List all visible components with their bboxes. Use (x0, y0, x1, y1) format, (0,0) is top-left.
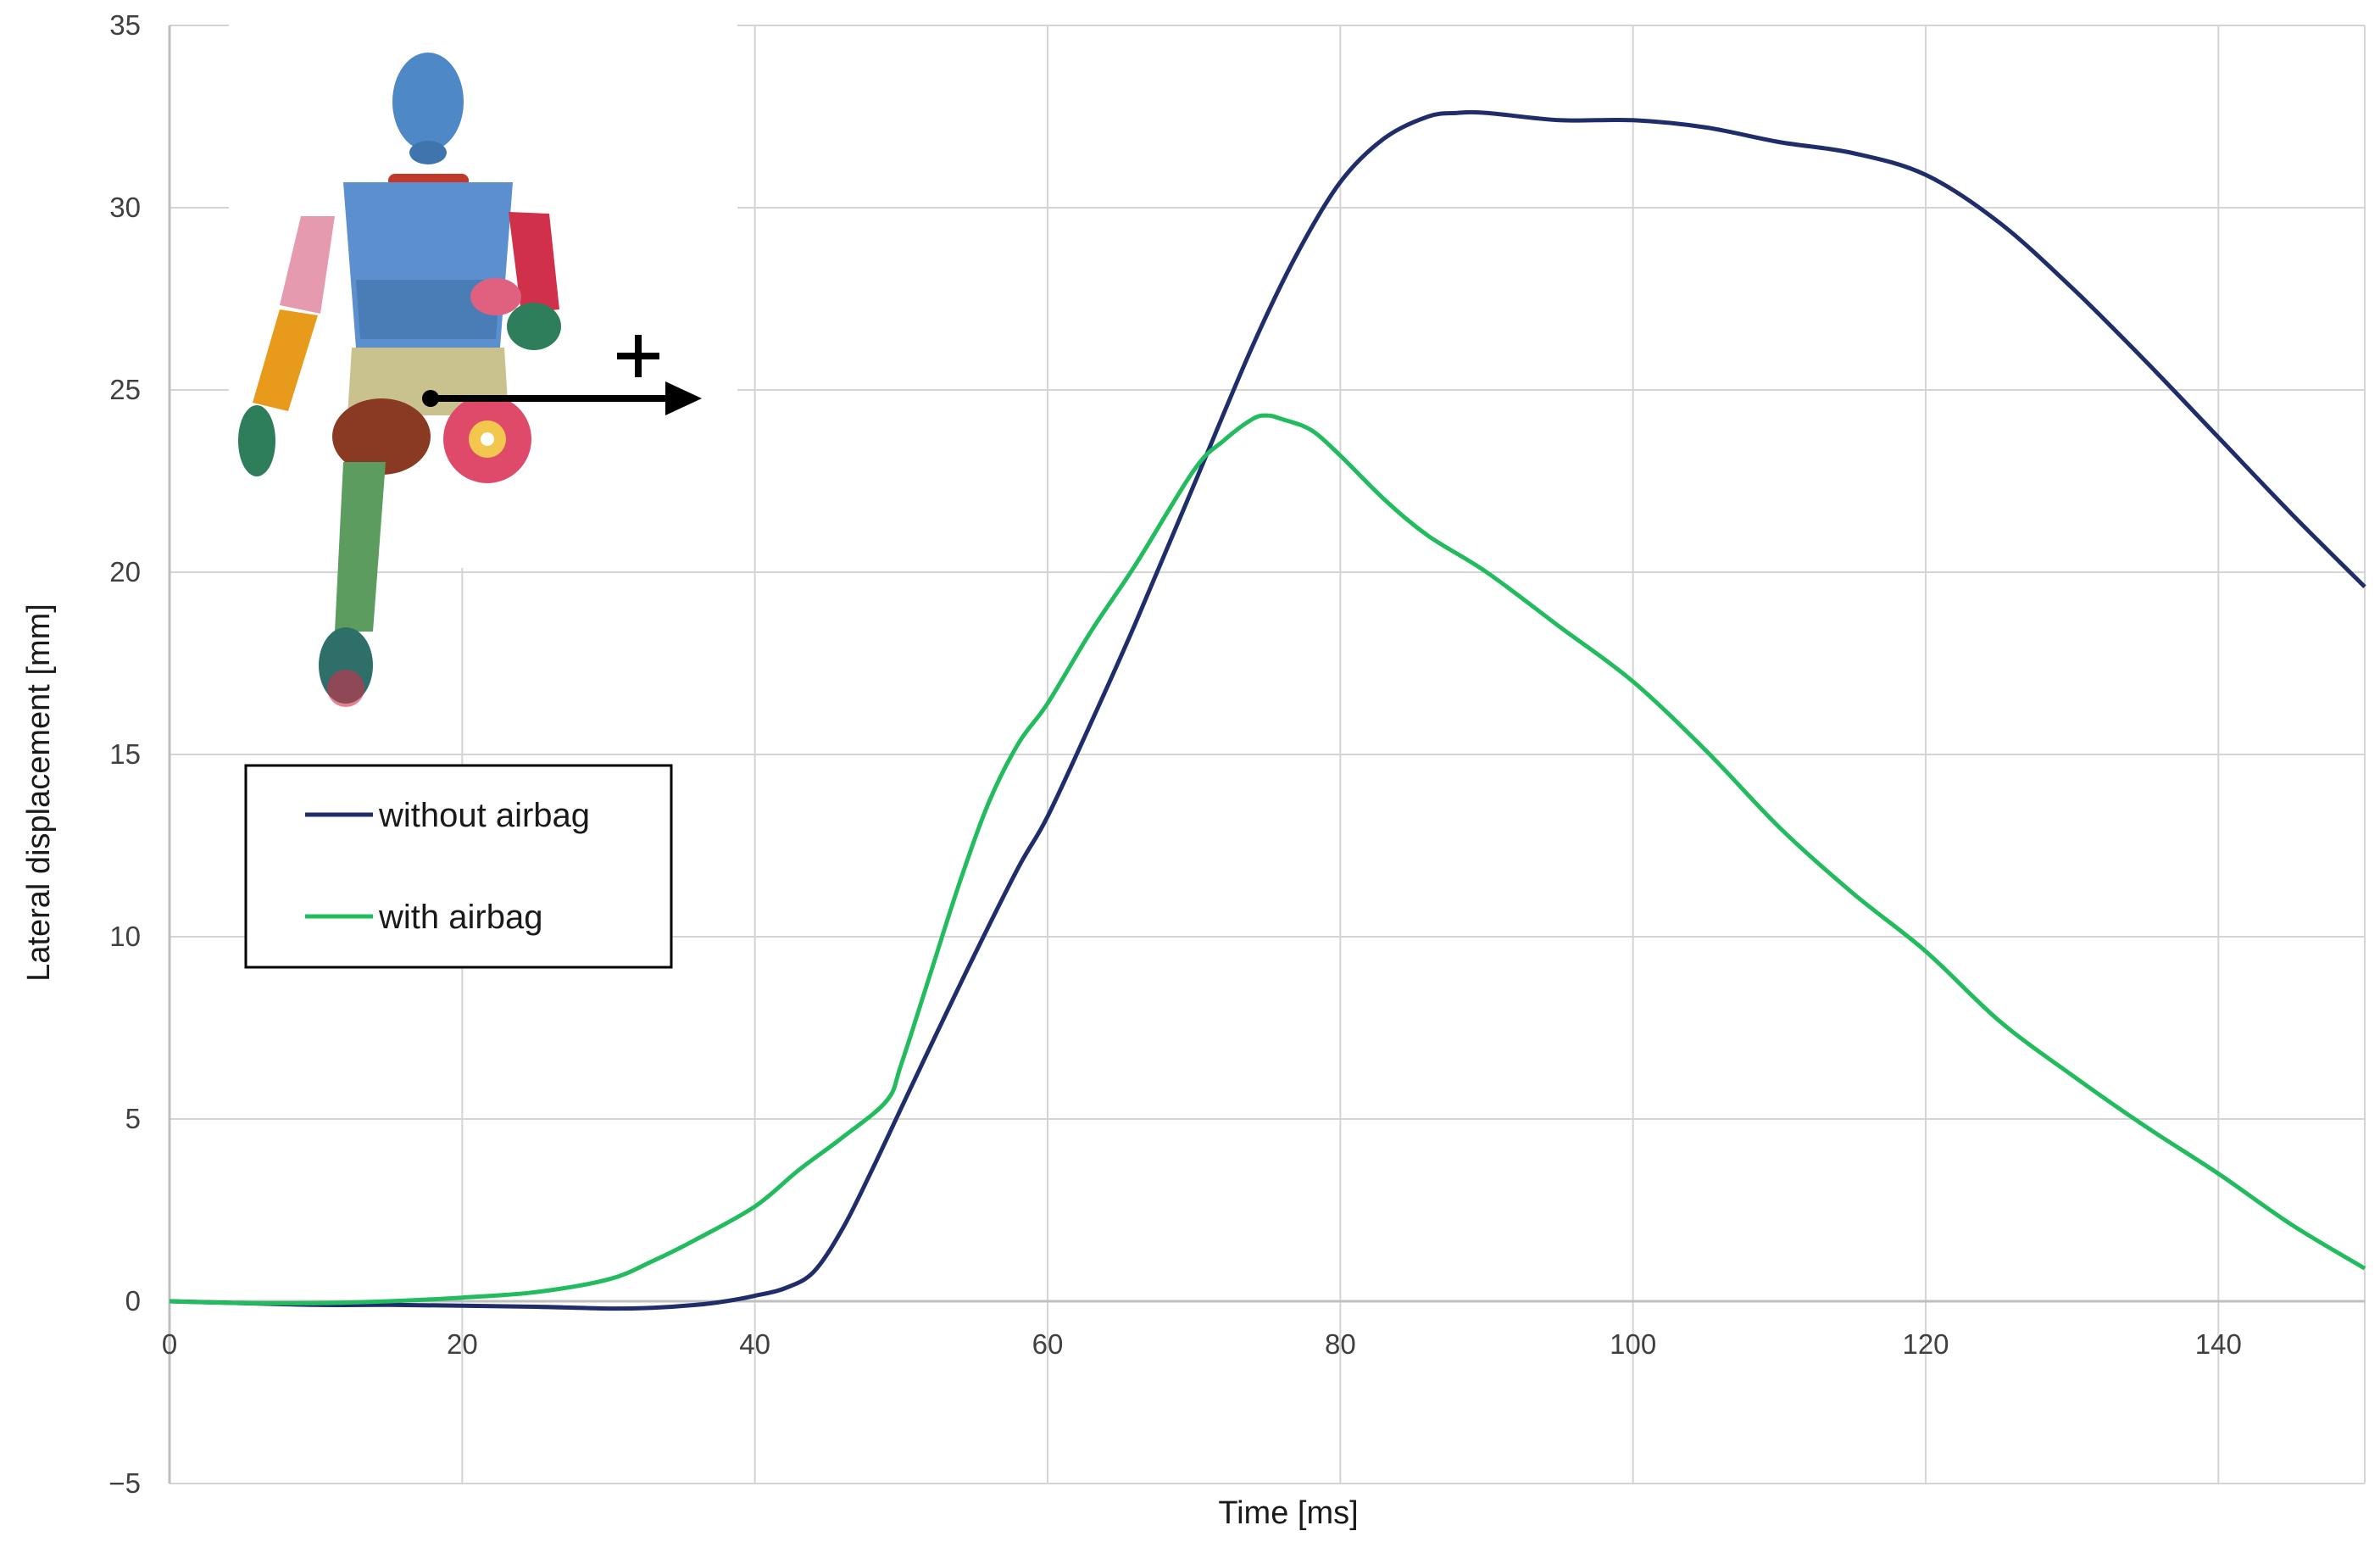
legend: without airbag with airbag (244, 764, 673, 969)
x-tick-label: 140 (2195, 1328, 2242, 1360)
y-tick-label: 0 (125, 1285, 141, 1317)
legend-box (244, 764, 673, 969)
y-tick-label: 15 (109, 738, 141, 770)
y-tick-label: 10 (109, 921, 141, 952)
series-lines (169, 109, 2366, 1311)
legend-label-with-airbag: with airbag (378, 899, 542, 936)
y-tick-label: 35 (109, 9, 141, 41)
x-tick-label: 120 (1902, 1328, 1949, 1360)
y-tick-label: −5 (108, 1467, 141, 1499)
legend-label-without-airbag: without airbag (378, 797, 590, 834)
y-axis-title: Lateral displacement [mm] (21, 604, 57, 982)
series-line-with-airbag (169, 413, 2366, 1305)
y-tick-label: 5 (125, 1103, 141, 1134)
series-line-without-airbag (169, 109, 2366, 1311)
x-tick-label: 80 (1325, 1328, 1356, 1360)
x-tick-label: 100 (1610, 1328, 1656, 1360)
y-tick-label: 25 (109, 374, 141, 405)
occupant-dummy-illustration (229, 17, 737, 707)
x-axis-title: Time [ms] (1218, 1495, 1358, 1531)
x-tick-label: 20 (447, 1328, 478, 1360)
y-tick-label: 20 (109, 556, 141, 587)
x-tick-label: 0 (162, 1328, 177, 1360)
tick-labels: −5 0 5 10 15 20 25 30 35 0 20 40 60 80 100 120 140 (108, 9, 2241, 1499)
y-tick-label: 30 (109, 192, 141, 223)
x-tick-label: 40 (739, 1328, 770, 1360)
x-tick-label: 60 (1032, 1328, 1064, 1360)
